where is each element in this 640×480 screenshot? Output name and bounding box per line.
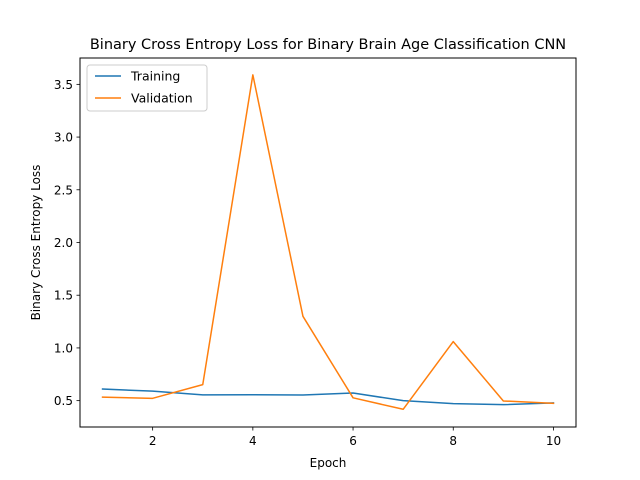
x-tick-label: 4 <box>249 434 257 448</box>
y-tick-label: 0.5 <box>54 394 73 408</box>
legend-label-validation: Validation <box>131 91 193 106</box>
chart-title: Binary Cross Entropy Loss for Binary Bra… <box>90 37 566 53</box>
x-axis-label: Epoch <box>310 456 347 470</box>
legend: Training Validation <box>86 64 208 112</box>
y-tick-label: 1.5 <box>54 289 73 303</box>
y-tick-label: 3.5 <box>54 78 73 92</box>
legend-label-training: Training <box>130 69 180 84</box>
x-tick-label: 10 <box>546 434 561 448</box>
plot-area: 2 4 6 8 10 0.5 1.0 1.5 2.0 2.5 3.0 3.5 <box>54 74 561 448</box>
series-line-validation <box>101 74 555 411</box>
y-tick-label: 3.0 <box>54 131 73 145</box>
y-tick-label: 2.5 <box>54 183 73 197</box>
y-tick-label: 1.0 <box>54 341 73 355</box>
plot-frame <box>79 57 577 428</box>
x-tick-label: 8 <box>449 434 457 448</box>
y-tick-label: 2.0 <box>54 236 73 250</box>
x-tick-label: 6 <box>349 434 357 448</box>
y-axis-label: Binary Cross Entropy Loss <box>29 165 43 321</box>
series-line-training <box>101 388 555 406</box>
x-tick-label: 2 <box>149 434 157 448</box>
